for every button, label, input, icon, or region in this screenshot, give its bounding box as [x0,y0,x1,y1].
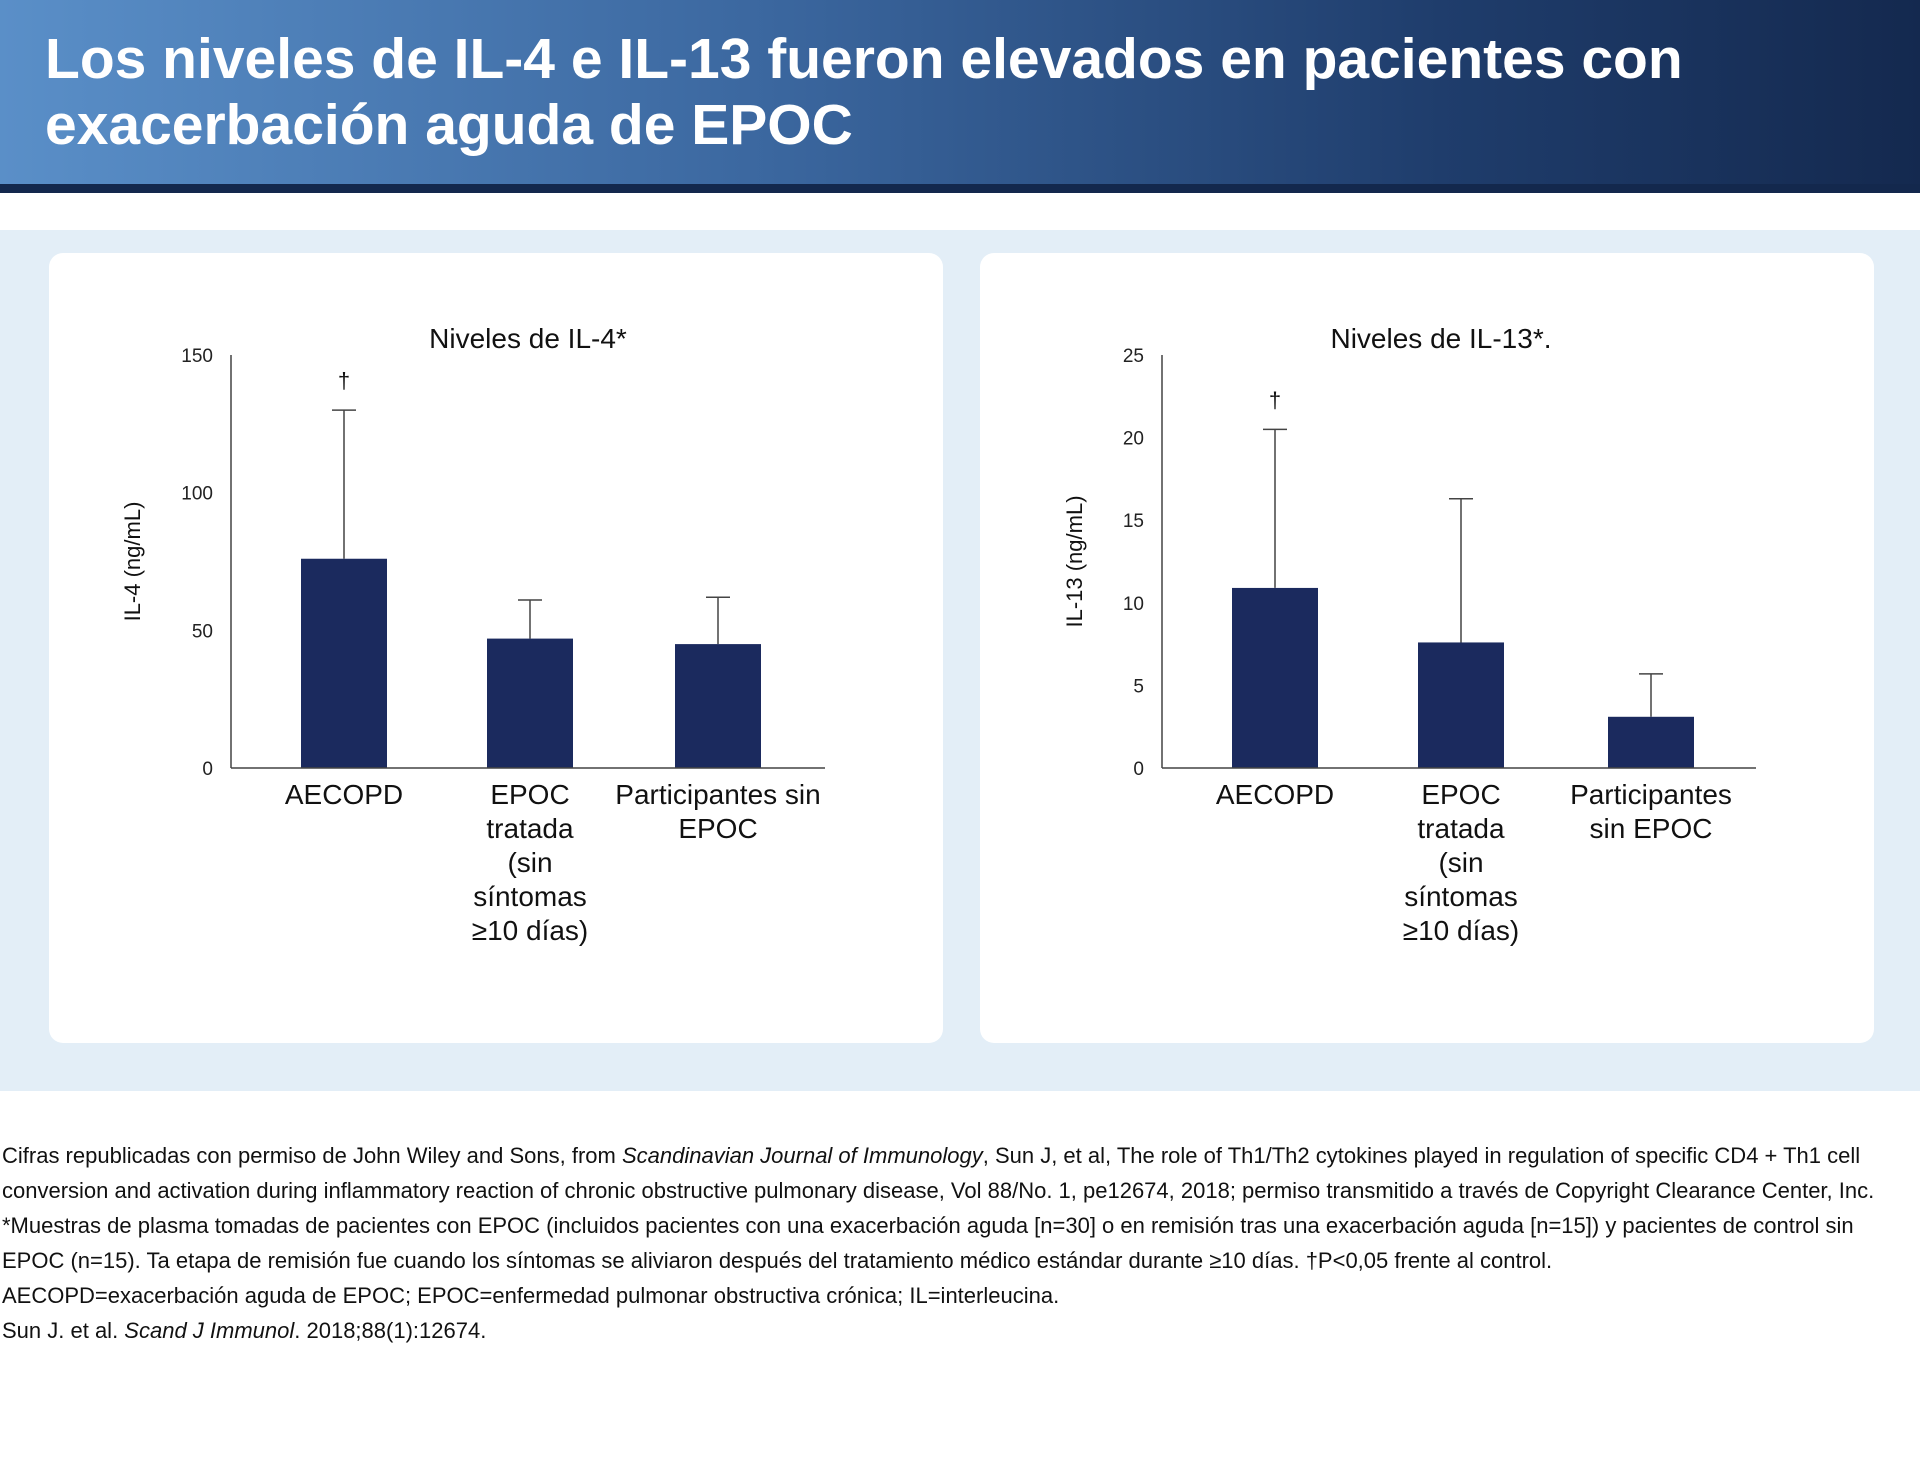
x-category-label: EPOC tratada (sin síntomas ≥10 días) [1402,779,1520,946]
footnote-samples: *Muestras de plasma tomadas de pacientes… [2,1213,1854,1273]
header-divider [0,184,1920,193]
footnote-reference: Sun J. et al. Scand J Immunol. 2018;88(1… [2,1313,1882,1348]
y-tick-label: 0 [1133,759,1144,780]
footnote-citation: Cifras republicadas con permiso de John … [2,1138,1882,1208]
bar [301,558,387,768]
bar [1608,716,1694,768]
journal-name: Scandinavian Journal of Immunology [621,1143,983,1168]
footnotes: Cifras republicadas con permiso de John … [2,1138,1882,1348]
bar [1418,642,1504,768]
bar [675,644,761,768]
header-banner: Los niveles de IL-4 e IL-13 fueron eleva… [0,0,1920,184]
y-tick-label: 0 [202,759,213,780]
y-tick-label: 100 [181,484,213,505]
footnote-abbreviations: AECOPD=exacerbación aguda de EPOC; EPOC=… [2,1283,1060,1308]
footnote-text: . 2018;88(1):12674. [294,1318,487,1343]
x-category-label: Participantes sin EPOC [615,779,821,844]
footnote-text: , Sun J, et al, The role of Th1/Th2 cyto… [2,1143,1875,1203]
y-tick-label: 15 [1123,511,1144,532]
y-axis-label: IL-4 (ng/mL) [120,502,145,622]
x-category-label: Participantes sin EPOC [1570,779,1732,844]
chart-title: Niveles de IL-4* [429,323,627,354]
page-title: Los niveles de IL-4 e IL-13 fueron eleva… [45,27,1683,157]
chart-title: Niveles de IL-13*. [1330,323,1551,354]
bar [487,638,573,768]
y-tick-label: 25 [1123,346,1144,367]
journal-abbrev: Scand J Immunol [124,1318,295,1343]
x-category-label: EPOC tratada (sin síntomas ≥10 días) [471,779,589,946]
y-axis-label: IL-13 (ng/mL) [1062,495,1087,627]
y-tick-label: 20 [1123,429,1144,450]
footnote-text: Cifras republicadas con permiso de John … [2,1143,622,1168]
x-category-label: AECOPD [1215,779,1335,810]
footnote-text: Sun J. et al. [2,1318,125,1343]
significance-dagger: † [1269,387,1281,412]
x-category-label: AECOPD [284,779,404,810]
bar [1232,587,1318,768]
y-tick-label: 5 [1133,676,1144,697]
y-tick-label: 10 [1123,594,1144,615]
y-tick-label: 150 [181,346,213,367]
significance-dagger: † [338,368,350,393]
y-tick-label: 50 [192,621,213,642]
